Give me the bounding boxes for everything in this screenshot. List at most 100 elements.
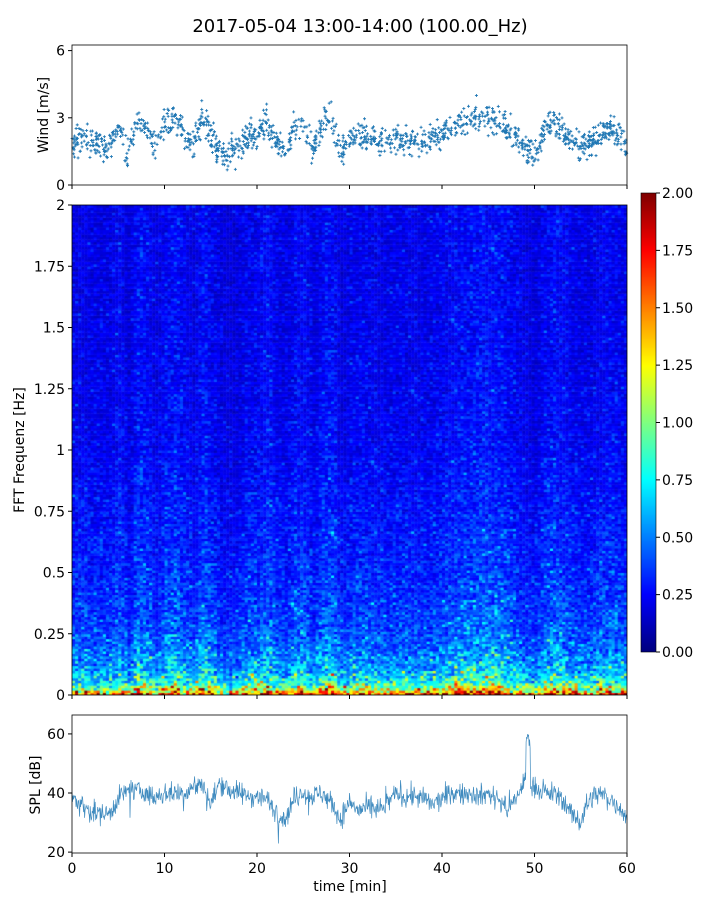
- wind-point: [369, 134, 373, 138]
- wind-point: [455, 122, 459, 126]
- wind-point: [595, 141, 599, 145]
- wind-point: [234, 142, 238, 146]
- wind-point: [246, 143, 250, 147]
- wind-point: [550, 120, 554, 124]
- wind-point: [163, 117, 167, 121]
- wind-point: [360, 123, 364, 127]
- wind-point: [454, 131, 458, 135]
- wind-point: [526, 148, 530, 152]
- wind-point: [517, 127, 521, 131]
- wind-point: [348, 136, 352, 140]
- wind-point: [595, 130, 599, 134]
- wind-point: [228, 160, 232, 164]
- wind-point: [437, 126, 441, 130]
- wind-point: [613, 142, 617, 146]
- wind-point: [501, 122, 505, 126]
- wind-point: [435, 138, 439, 142]
- wind-point: [291, 125, 295, 129]
- wind-point: [249, 136, 253, 140]
- wind-point: [449, 129, 453, 133]
- wind-point: [188, 143, 192, 147]
- wind-point: [205, 134, 209, 138]
- wind-point: [72, 134, 76, 138]
- wind-point: [246, 141, 250, 145]
- wind-point: [199, 138, 203, 142]
- wind-point: [88, 144, 92, 148]
- wind-point: [612, 124, 616, 128]
- wind-point: [521, 154, 525, 158]
- wind-point: [290, 125, 294, 129]
- colorbar: 0.00 0.25 0.50 0.75 1.00 1.25 1.50 1.75 2.00: [640, 186, 693, 661]
- wind-point: [350, 131, 354, 135]
- wind-point: [487, 117, 491, 121]
- wind-point: [109, 155, 113, 159]
- wind-point: [314, 148, 318, 152]
- wind-point: [542, 129, 546, 133]
- wind-point: [539, 149, 543, 153]
- wind-point: [170, 112, 174, 116]
- wind-point: [474, 127, 478, 131]
- wind-point: [406, 146, 410, 150]
- wind-point: [176, 126, 180, 130]
- wind-point: [543, 137, 547, 141]
- wind-point: [227, 141, 231, 145]
- wind-point: [153, 156, 157, 160]
- wind-point: [469, 119, 473, 123]
- wind-point: [134, 126, 138, 130]
- wind-point: [542, 125, 546, 129]
- wind-point: [309, 130, 313, 134]
- wind-point: [517, 145, 521, 149]
- wind-point: [462, 122, 466, 126]
- wind-point: [520, 143, 524, 147]
- wind-point: [264, 108, 268, 112]
- wind-point: [577, 130, 581, 134]
- wind-point: [334, 144, 338, 148]
- wind-point: [142, 119, 146, 123]
- wind-point: [91, 138, 95, 142]
- wind-point: [310, 161, 314, 165]
- wind-point: [135, 127, 139, 131]
- wind-point: [214, 137, 218, 141]
- wind-point: [85, 147, 89, 151]
- wind-point: [177, 120, 181, 124]
- wind-point: [428, 145, 432, 149]
- wind-point: [176, 123, 180, 127]
- colorbar-tick-label: 1.50: [662, 301, 693, 317]
- wind-point: [189, 137, 193, 141]
- wind-point: [326, 119, 330, 123]
- wind-point: [622, 139, 626, 143]
- wind-point: [269, 137, 273, 141]
- wind-point: [588, 144, 592, 148]
- wind-point: [133, 120, 137, 124]
- colorbar-tick-label: 1.25: [662, 358, 693, 374]
- wind-point: [363, 129, 367, 133]
- wind-point: [257, 134, 261, 138]
- wind-point: [472, 110, 476, 114]
- wind-point: [225, 159, 229, 163]
- wind-point: [323, 114, 327, 118]
- wind-point: [427, 135, 431, 139]
- wind-point: [332, 129, 336, 133]
- wind-point: [513, 126, 517, 130]
- wind-point: [120, 130, 124, 134]
- wind-point: [226, 147, 230, 151]
- wind-point: [181, 128, 185, 132]
- wind-point: [292, 120, 296, 124]
- wind-point: [307, 142, 311, 146]
- wind-point: [486, 121, 490, 125]
- wind-point: [478, 120, 482, 124]
- wind-point: [436, 140, 440, 144]
- wind-point: [461, 129, 465, 133]
- wind-point: [121, 142, 125, 146]
- wind-point: [402, 148, 406, 152]
- wind-point: [563, 132, 567, 136]
- wind-point: [307, 123, 311, 127]
- wind-point: [74, 142, 78, 146]
- wind-point: [480, 114, 484, 118]
- wind-point: [517, 150, 521, 154]
- wind-point: [582, 141, 586, 145]
- wind-point: [125, 151, 129, 155]
- x-tick-label: 30: [341, 861, 359, 877]
- wind-point: [393, 146, 397, 150]
- wind-point: [295, 128, 299, 132]
